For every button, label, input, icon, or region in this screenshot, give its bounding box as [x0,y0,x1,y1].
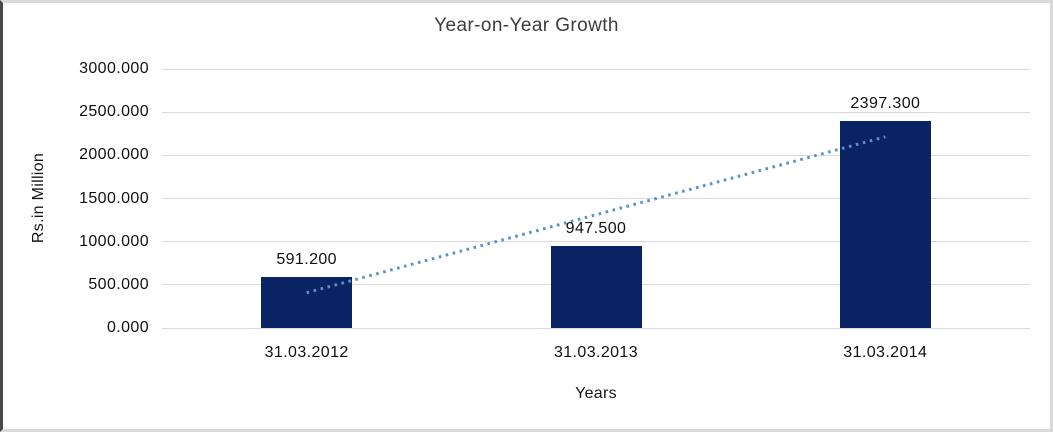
gridline [162,68,1030,70]
y-axis-tick-label: 3000.000 [79,60,149,77]
plot-area: 591.200 947.500 2397.300 [162,68,1030,329]
y-axis-tick-label: 2000.000 [79,146,149,164]
bar [839,121,931,328]
gridline [162,111,1030,113]
bar [550,246,642,328]
y-axis-tick-label: 1500.000 [79,189,149,207]
bar-data-label: 591.200 [276,250,337,268]
bar-data-label: 2397.300 [850,95,921,113]
trendline-segment [306,135,886,295]
x-axis-tick-label: 31.03.2013 [553,344,639,361]
x-axis-tick-label: 31.03.2012 [264,344,349,361]
x-axis-tick-label: 31.03.2014 [843,344,928,361]
gridline [162,327,1030,329]
bar-data-label: 947.500 [565,220,627,238]
chart-title: Year-on-Year Growth [434,15,619,36]
y-axis-tick-label: 1000.000 [79,232,149,250]
gridline [162,241,1030,243]
x-axis-title: Years [575,385,617,402]
y-axis-tick-label: 500.000 [88,275,149,293]
y-axis-tick-label: 0.000 [106,319,149,336]
y-axis-tick-label: 2500.000 [79,103,149,121]
gridline [162,154,1030,156]
gridline [162,198,1030,199]
